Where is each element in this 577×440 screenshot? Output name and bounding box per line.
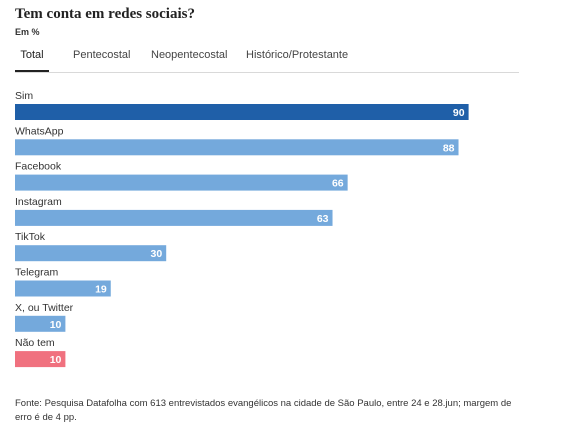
tab-pentecostal[interactable]: Pentecostal — [73, 49, 131, 61]
tab-historico-protestante[interactable]: Histórico/Protestante — [246, 49, 349, 61]
tab-bar: Total Pentecostal Neopentecostal Históri… — [15, 44, 519, 73]
category-label: TikTok — [15, 231, 46, 243]
tab-neopentecostal[interactable]: Neopentecostal — [151, 49, 228, 61]
tab-total[interactable]: Total — [15, 44, 49, 72]
source-note: Fonte: Pesquisa Datafolha com 613 entrev… — [15, 398, 512, 423]
bar — [15, 139, 459, 156]
value-label: 66 — [332, 178, 344, 190]
category-label: Sim — [15, 90, 33, 102]
category-label: Não tem — [15, 337, 55, 349]
bar — [15, 104, 469, 120]
value-label: 10 — [50, 354, 62, 366]
chart-title: Tem conta em redes sociais? — [15, 6, 195, 22]
bar — [15, 174, 348, 191]
category-label: X, ou Twitter — [15, 302, 74, 314]
bar — [15, 245, 167, 262]
value-label: 10 — [50, 319, 62, 331]
value-label: 19 — [95, 284, 107, 296]
bar — [15, 280, 111, 297]
category-label: Instagram — [15, 196, 62, 208]
chart-subtitle: Em % — [15, 27, 40, 37]
value-label: 63 — [317, 213, 329, 225]
value-label: 30 — [151, 248, 163, 260]
value-label: 90 — [453, 107, 465, 119]
category-label: WhatsApp — [15, 125, 64, 137]
value-label: 88 — [443, 142, 455, 154]
bar — [15, 351, 66, 368]
bar — [15, 209, 333, 226]
category-label: Telegram — [15, 267, 58, 279]
bar — [15, 315, 66, 332]
category-label: Facebook — [15, 161, 62, 173]
